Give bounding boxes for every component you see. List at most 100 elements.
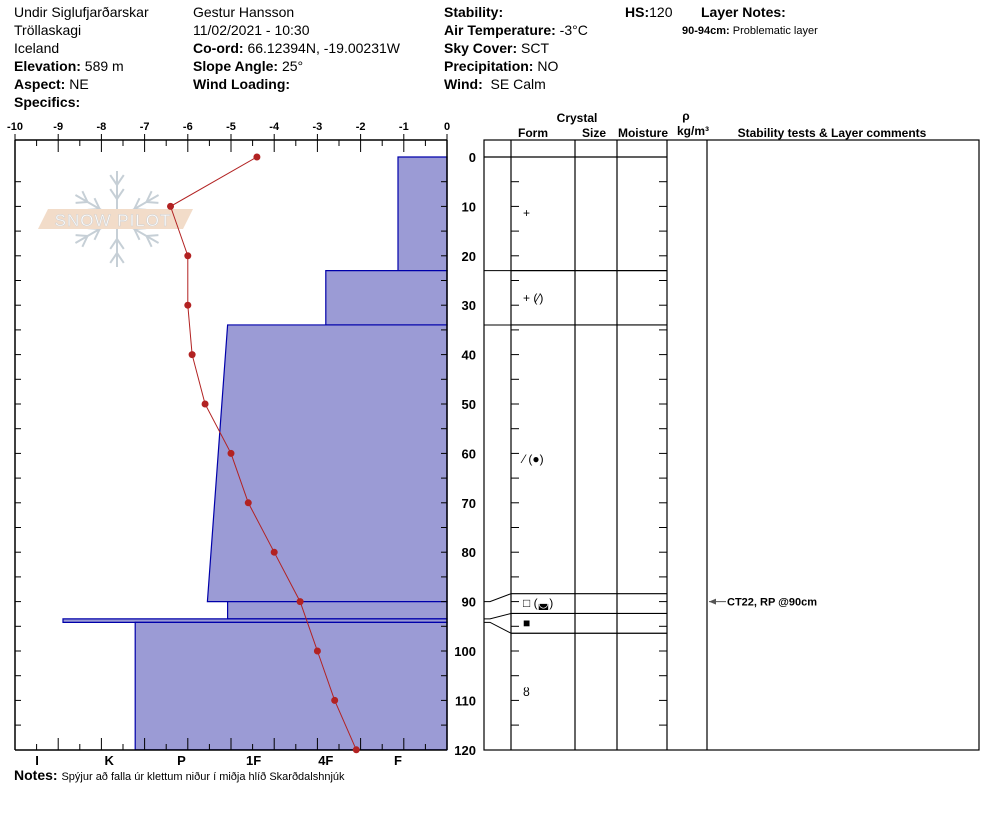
snow-height: HS:120 xyxy=(625,4,673,20)
layer-notes-heading: Layer Notes: xyxy=(701,4,786,20)
temp-tick-label: -6 xyxy=(183,121,193,133)
datetime: 11/02/2021 - 10:30 xyxy=(193,22,310,38)
notes: Notes: Spýjur að falla úr klettum niður … xyxy=(14,767,345,783)
wind: Wind: SE Calm xyxy=(444,76,546,92)
temperature-point xyxy=(167,202,175,210)
grain-form: + xyxy=(523,206,530,220)
temp-tick-label: -9 xyxy=(53,121,63,133)
grain-form: ȣ xyxy=(523,685,530,699)
chart-axes: -10 -9 -8 -7 -6 -5 -4 -3 -2 -1 0I K P 1F 4F F0102030405… xyxy=(7,121,476,768)
grain-form: + (⁄) xyxy=(523,291,543,305)
snowflake-branch xyxy=(145,235,153,248)
grain-form: ⁄ (●) xyxy=(520,452,544,466)
temperature-point xyxy=(331,696,339,704)
hardness-tick-label: P xyxy=(177,753,186,768)
stability: Stability: xyxy=(444,4,504,20)
depth-tick-label: 10 xyxy=(462,199,476,214)
snowflake-branch xyxy=(75,234,88,237)
depth-tick-label: 80 xyxy=(462,545,476,560)
temperature-point xyxy=(253,153,261,161)
slope: Slope Angle: 25° xyxy=(193,58,304,74)
temp-tick-label: -2 xyxy=(356,121,366,133)
header-form: Form xyxy=(518,126,548,140)
snowflake-branch xyxy=(109,174,118,186)
hardness-tick-label: 4F xyxy=(318,753,333,768)
temperature-point xyxy=(244,499,252,507)
temperature-point xyxy=(201,400,209,408)
grain-form: □ (◛) xyxy=(523,596,553,610)
depth-tick-label: 0 xyxy=(469,150,476,165)
temperature-profile xyxy=(167,153,360,754)
layer-boundary-connector xyxy=(484,593,512,603)
depth-tick-label: 20 xyxy=(462,249,476,264)
snowflake-branch xyxy=(116,252,125,264)
hardness-layer-0 xyxy=(397,156,448,272)
snowflake-branch xyxy=(146,234,159,237)
layer-note: 90-94cm: Problematic layer xyxy=(682,25,818,37)
hardness-layer-2 xyxy=(206,324,448,603)
range: Tröllaskagi xyxy=(14,22,82,38)
temp-tick-label: -8 xyxy=(97,121,107,133)
header-comments: Stability tests & Layer comments xyxy=(738,126,927,140)
temp-tick-label: -5 xyxy=(226,121,236,133)
hardness-layer-3 xyxy=(227,600,448,620)
snowflake-branch xyxy=(116,238,125,250)
snowflake-branch xyxy=(81,235,89,248)
header-size: Size xyxy=(582,126,606,140)
snowflake-branch xyxy=(93,197,101,210)
hardness-layer-1 xyxy=(325,270,448,326)
temp-tick-label: 0 xyxy=(444,121,450,133)
temperature-point xyxy=(184,301,192,309)
depth-tick-label: 40 xyxy=(462,348,476,363)
aspect: Aspect: NE xyxy=(14,76,89,92)
table-frame xyxy=(483,139,980,751)
air-temp: Air Temperature: -3°C xyxy=(444,22,588,38)
observer: Gestur Hansson xyxy=(193,4,295,20)
layer-table: + + (⁄) ⁄ (●) □ (◛) ■ ȣ CT22, RP @90cm xyxy=(483,139,980,751)
elevation: Elevation: 589 m xyxy=(14,58,124,74)
layer-boundary-connector xyxy=(484,612,512,620)
snowflake-branch xyxy=(75,201,88,204)
snowflake-branch xyxy=(146,201,159,204)
snow-pilot-logo: SNOW PILOT xyxy=(38,171,193,267)
specifics: Specifics: xyxy=(14,94,81,110)
snowflake-branch xyxy=(81,190,89,203)
temp-tick-label: -4 xyxy=(269,121,280,133)
depth-tick-label: 100 xyxy=(454,644,476,659)
stability-test-comment: CT22, RP @90cm xyxy=(727,597,817,609)
snowflake-branch xyxy=(116,174,125,186)
snowflake-branch xyxy=(116,188,125,200)
snowflake-branch xyxy=(133,228,141,241)
header-moisture: Moisture xyxy=(618,126,668,140)
temp-tick-label: -7 xyxy=(140,121,150,133)
logo-banner xyxy=(38,209,193,229)
header-crystal: Crystal xyxy=(557,111,598,125)
coord: Co-ord: 66.12394N, -19.00231W xyxy=(193,40,400,56)
temperature-point xyxy=(188,351,196,359)
temperature-point xyxy=(296,598,304,606)
depth-tick-label: 60 xyxy=(462,446,476,461)
logo-text: SNOW PILOT xyxy=(55,211,172,230)
depth-tick-label: 90 xyxy=(462,595,476,610)
location-info: Undir Siglufjarðarskar Tröllaskagi Icela… xyxy=(14,3,149,111)
temperature-point xyxy=(313,647,321,655)
snowflake-branch xyxy=(93,228,101,241)
wind-loading: Wind Loading: xyxy=(193,76,291,92)
snowflake-branch xyxy=(109,252,118,264)
snowflake-branch xyxy=(109,188,118,200)
depth-tick-label: 120 xyxy=(454,743,476,758)
temp-tick-label: -1 xyxy=(399,121,409,133)
table-headers: Crystal Form Size Moisture ρ kg/m³ Stabi… xyxy=(518,109,927,140)
hardness-tick-label: 1F xyxy=(246,753,261,768)
temperature-point xyxy=(227,449,235,457)
snowflake-branch xyxy=(133,197,141,210)
hardness-tick-label: I xyxy=(35,753,39,768)
header-density-unit: kg/m³ xyxy=(677,124,709,138)
observation-info: Gestur Hansson 11/02/2021 - 10:30 Co-ord… xyxy=(193,3,400,93)
depth-tick-label: 70 xyxy=(462,496,476,511)
depth-tick-label: 110 xyxy=(455,693,476,708)
hardness-tick-label: F xyxy=(394,753,402,768)
temperature-point xyxy=(184,252,192,260)
precipitation: Precipitation: NO xyxy=(444,58,559,74)
